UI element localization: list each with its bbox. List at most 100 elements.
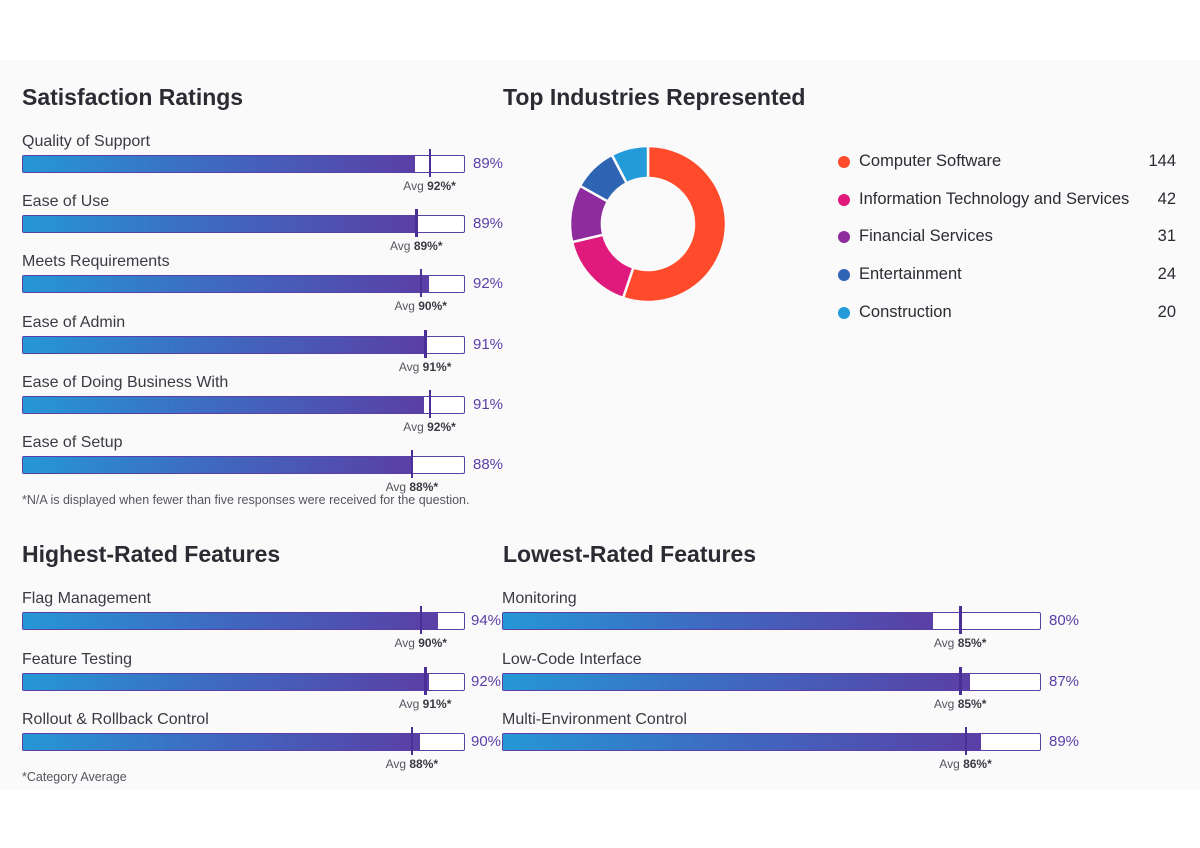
rating-label: Flag Management — [22, 590, 151, 607]
industries-donut-chart — [568, 144, 728, 304]
legend-count: 31 — [1157, 227, 1176, 246]
rating-label: Low-Code Interface — [502, 650, 642, 668]
rating-row: Ease of Use 89% Avg 89%* — [22, 193, 525, 253]
rating-bar-track — [22, 275, 465, 294]
rating-label: Rollout & Rollback Control — [22, 711, 209, 728]
satisfaction-title: Satisfaction Ratings — [22, 84, 244, 110]
rating-bar-fill — [23, 276, 429, 293]
category-average-label: Avg 92%* — [403, 419, 456, 434]
category-average-label: Avg 86%* — [939, 757, 992, 771]
category-average-label: Avg 88%* — [385, 480, 439, 494]
rating-row: Multi-Environment Control 89% Avg 86%* — [502, 711, 1101, 771]
legend-color-dot — [838, 193, 850, 206]
rating-bar-track — [22, 155, 465, 173]
highest-title: Highest-Rated Features — [22, 541, 281, 567]
rating-value: 89% — [473, 155, 504, 172]
rating-row: Rollout & Rollback Control 90% Avg 88%* — [22, 711, 525, 771]
category-average-marker — [428, 389, 432, 418]
rating-bar-fill — [23, 673, 429, 690]
legend-count: 24 — [1157, 265, 1176, 284]
category-average-marker — [424, 329, 427, 358]
category-average-marker — [419, 269, 423, 298]
legend-count: 42 — [1157, 189, 1176, 208]
legend-label: Computer Software — [859, 152, 1002, 170]
category-average-label: Avg 90%* — [394, 636, 447, 650]
rating-value: 89% — [1049, 733, 1080, 750]
rating-bar-track — [22, 395, 465, 414]
category-average-label: Avg 89%* — [390, 239, 443, 254]
rating-bar-fill — [503, 734, 981, 750]
rating-value: 92% — [473, 275, 504, 293]
legend-item: Financial Services 31 — [838, 226, 1176, 248]
legend-label: Construction — [859, 302, 952, 321]
rating-label: Ease of Admin — [22, 313, 126, 331]
rating-bar-track — [502, 612, 1041, 630]
rating-label: Monitoring — [502, 590, 577, 607]
rating-bar-track — [502, 672, 1041, 691]
rating-row: Quality of Support 89% Avg 92%* — [22, 133, 525, 193]
rating-bar-track — [22, 335, 465, 354]
rating-value: 90% — [471, 733, 502, 750]
rating-row: Feature Testing 92% Avg 91%* — [22, 650, 525, 711]
rating-row: Ease of Doing Business With 91% Avg 92%* — [22, 373, 525, 434]
category-average-note: *Category Average — [22, 770, 127, 784]
industries-title: Top Industries Represented — [503, 84, 806, 110]
rating-label: Feature Testing — [22, 650, 132, 668]
legend-item: Computer Software 144 — [838, 151, 1176, 173]
rating-row: Monitoring 80% Avg 85%* — [502, 590, 1101, 650]
rating-bar-fill — [23, 734, 420, 750]
category-average-marker — [428, 149, 432, 177]
rating-label: Multi-Environment Control — [502, 711, 687, 728]
rating-bar-fill — [23, 613, 438, 629]
rating-value: 89% — [473, 215, 504, 233]
legend-count: 20 — [1157, 302, 1176, 321]
category-average-marker — [410, 727, 414, 755]
rating-row: Ease of Setup 88% Avg 88%* — [22, 434, 525, 494]
category-average-marker — [959, 606, 962, 634]
category-average-marker — [419, 606, 423, 634]
rating-row: Low-Code Interface 87% Avg 85%* — [502, 650, 1101, 711]
rating-value: 94% — [471, 612, 502, 629]
rating-bar-fill — [503, 673, 971, 690]
category-average-marker — [959, 666, 962, 695]
legend-color-dot — [838, 269, 850, 282]
legend-item: Construction 20 — [838, 302, 1176, 324]
legend-count: 144 — [1148, 152, 1176, 170]
legend-label: Financial Services — [859, 227, 993, 246]
legend-label: Information Technology and Services — [859, 189, 1130, 208]
donut-slice-construction — [610, 144, 650, 185]
rating-bar-fill — [503, 613, 933, 629]
rating-value: 87% — [1049, 672, 1080, 690]
rating-label: Ease of Doing Business With — [22, 373, 229, 391]
donut-slice-computer-software — [621, 144, 728, 304]
rating-label: Ease of Use — [22, 193, 110, 211]
category-average-label: Avg 91%* — [398, 696, 452, 711]
category-average-marker — [410, 450, 414, 478]
category-average-label: Avg 91%* — [398, 359, 452, 374]
rating-value: 91% — [473, 395, 504, 413]
legend-color-dot — [838, 306, 850, 319]
legend-color-dot — [838, 156, 850, 168]
rating-bar-track — [22, 672, 465, 691]
na-note: *N/A is displayed when fewer than five r… — [22, 493, 470, 507]
legend-item: Information Technology and Services 42 — [838, 189, 1176, 211]
rating-bar-track — [22, 215, 465, 234]
donut-slice-information-technology-and-services — [570, 233, 635, 300]
category-average-label: Avg 90%* — [394, 299, 447, 314]
rating-bar-track — [22, 733, 465, 751]
rating-value: 91% — [473, 335, 504, 353]
rating-label: Quality of Support — [22, 133, 151, 150]
rating-bar-track — [22, 456, 465, 474]
rating-bar-track — [22, 612, 465, 630]
rating-bar-fill — [23, 396, 425, 413]
rating-row: Ease of Admin 91% Avg 91%* — [22, 313, 525, 374]
rating-row: Meets Requirements 92% Avg 90%* — [22, 253, 525, 313]
legend-label: Entertainment — [859, 265, 962, 284]
rating-bar-fill — [23, 457, 412, 473]
rating-row: Flag Management 94% Avg 90%* — [22, 590, 525, 650]
legend-item: Entertainment 24 — [838, 264, 1176, 286]
rating-bar-fill — [23, 216, 416, 233]
category-average-label: Avg 85%* — [933, 696, 987, 711]
rating-label: Meets Requirements — [22, 253, 170, 271]
rating-bar-fill — [23, 156, 416, 172]
